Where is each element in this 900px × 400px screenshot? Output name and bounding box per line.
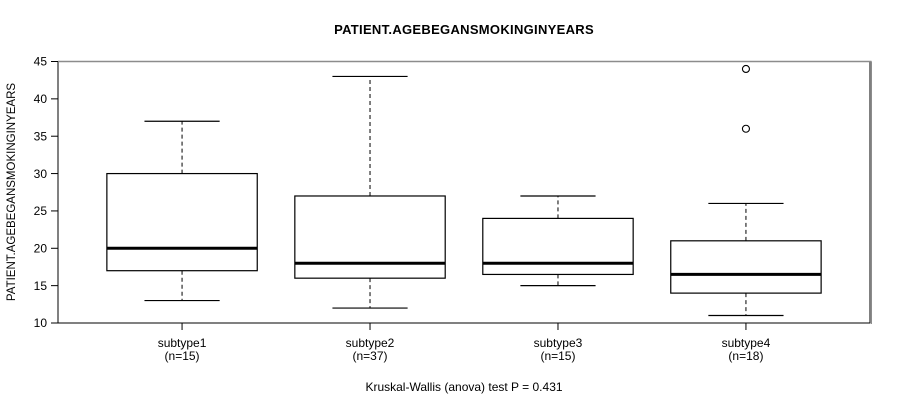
outlier-subtype4 [741, 64, 750, 74]
y-tick-label: 35 [34, 129, 48, 143]
group-name: subtype3 [533, 336, 583, 350]
y-tick-label: 40 [34, 92, 48, 106]
group-count: (n=18) [728, 349, 764, 363]
x-axis-label-subtype3: subtype3 (n=15) [478, 337, 638, 363]
group-name: subtype2 [345, 336, 395, 350]
x-axis-label-subtype2: subtype2 (n=37) [290, 337, 450, 363]
group-count: (n=15) [540, 349, 576, 363]
y-tick-label: 15 [34, 279, 48, 293]
x-axis-label-subtype1: subtype1 (n=15) [102, 337, 262, 363]
outlier-subtype4 [741, 124, 750, 133]
box-subtype1 [106, 172, 258, 272]
box-subtype2 [294, 195, 446, 279]
y-tick-label: 10 [34, 316, 48, 330]
y-tick-label: 45 [34, 55, 48, 69]
x-axis-label-subtype4: subtype4 (n=18) [666, 337, 826, 363]
group-name: subtype1 [157, 336, 207, 350]
y-tick-label: 30 [34, 167, 48, 181]
group-count: (n=37) [352, 349, 388, 363]
stat-test-note: Kruskal-Wallis (anova) test P = 0.431 [365, 380, 563, 394]
y-tick-label: 25 [34, 204, 48, 218]
group-count: (n=15) [164, 349, 200, 363]
box-subtype4 [670, 240, 822, 294]
group-name: subtype4 [721, 336, 771, 350]
box-subtype3 [482, 217, 634, 276]
chart-title: PATIENT.AGEBEGANSMOKINGINYEARS [334, 22, 594, 37]
y-tick-label: 20 [34, 241, 48, 255]
